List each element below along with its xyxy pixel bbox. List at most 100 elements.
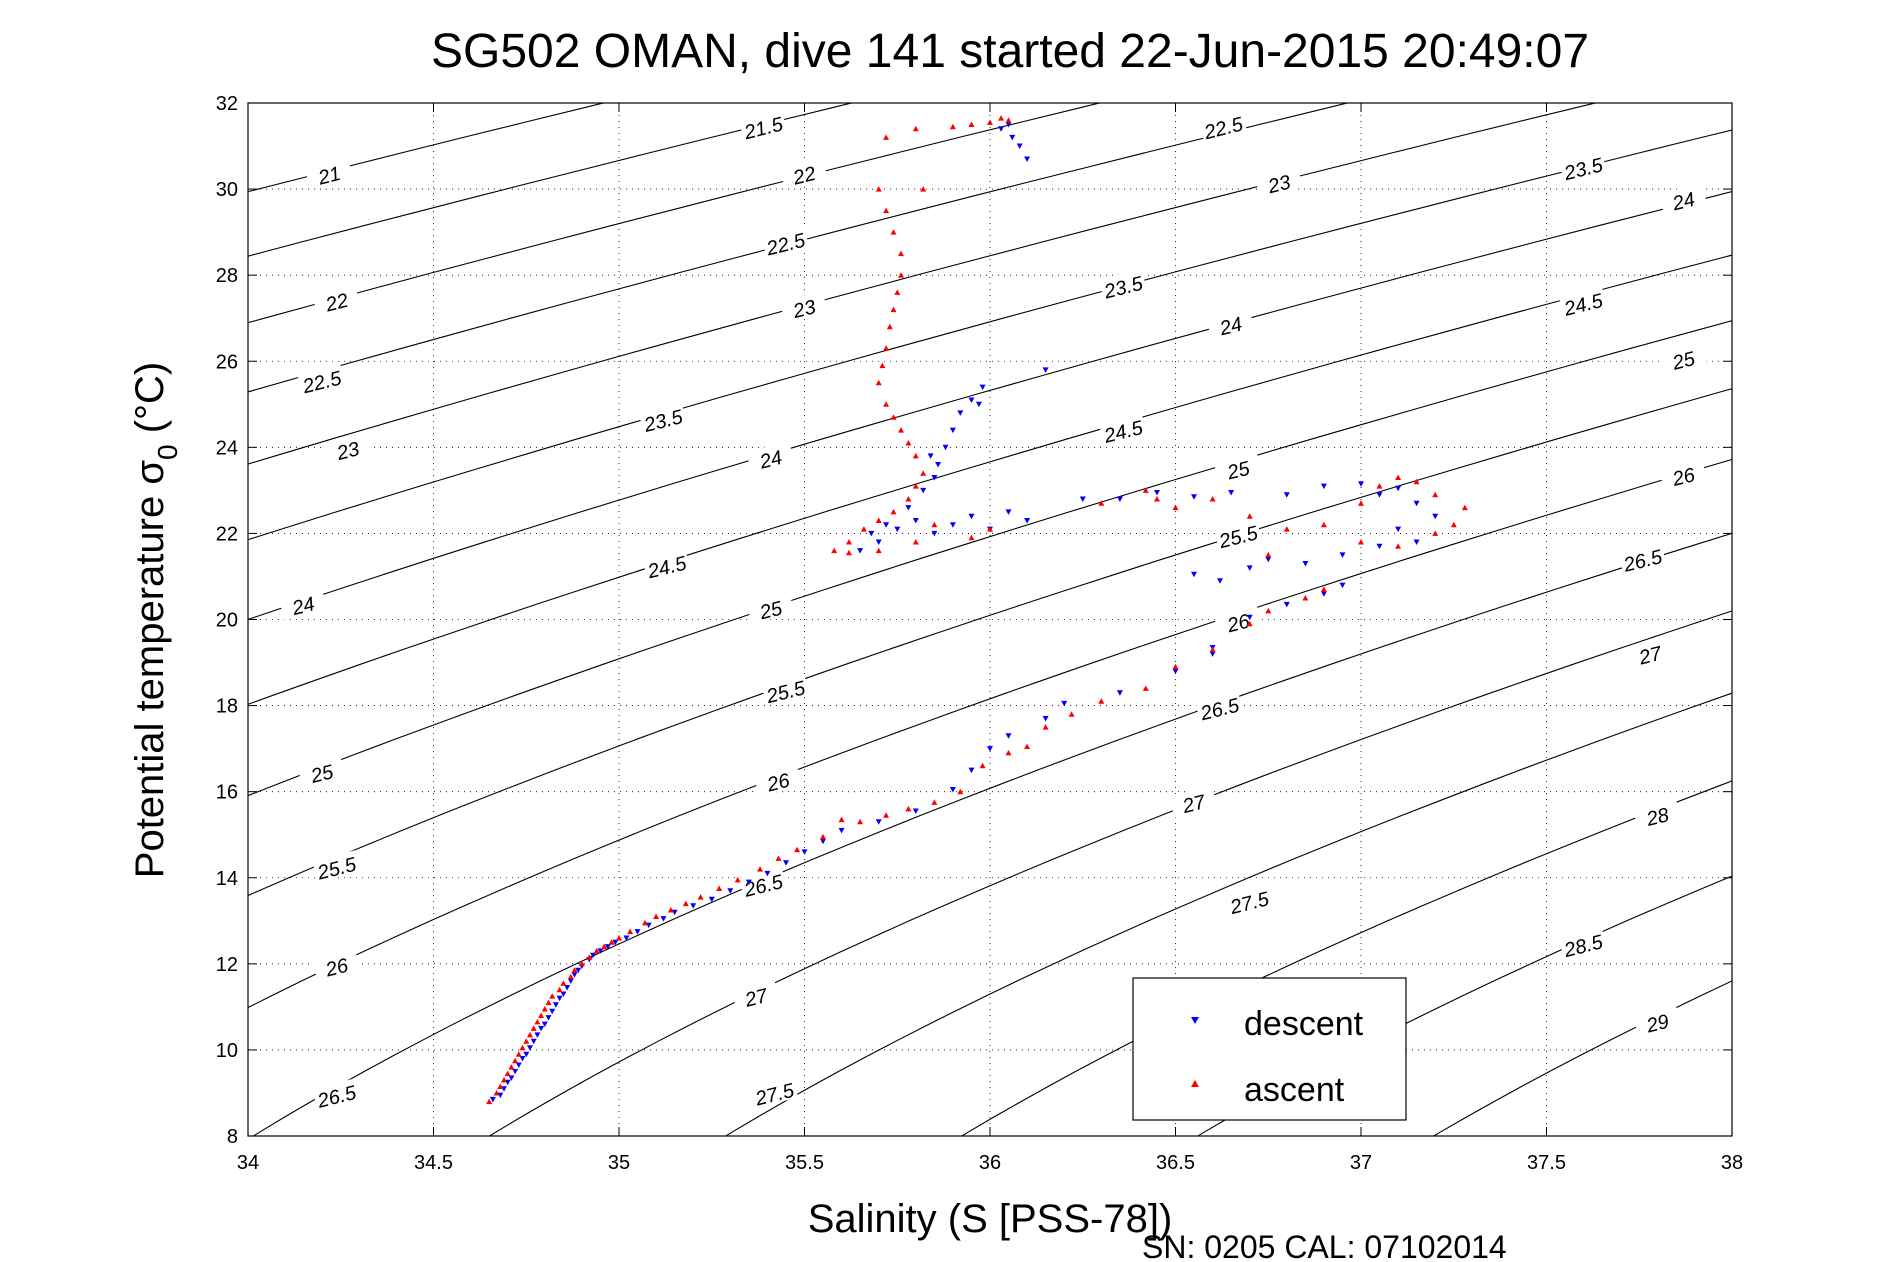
x-tick-label: 38 [1721,1152,1743,1174]
ascent-point [1265,551,1272,558]
descent-point [912,518,919,524]
contour-label: 27 [1169,785,1218,818]
ascent-point [820,833,826,840]
ascent-point [627,928,634,935]
contour-label-background [312,1078,361,1111]
descent-point [1079,496,1086,502]
descent-point [1376,543,1383,550]
contour-label-background [746,591,795,624]
density-contour-line [248,320,1732,797]
ascent-point [987,526,993,532]
y-tick-label: 30 [216,179,238,201]
ascent-point [890,414,897,420]
ascent-point [875,186,882,192]
descent-point [564,985,571,991]
contour-label-background [1633,798,1682,831]
ascent-point [560,980,567,986]
contour-label: 28 [1633,798,1682,831]
descent-point [1283,492,1290,498]
ascent-point [642,919,648,926]
descent-point [1302,561,1309,567]
descent-point [1154,490,1160,496]
contour-label-background [1195,690,1244,723]
density-contour-line [248,254,1732,705]
contour-label-text: 24 [757,447,785,474]
ascent-point [1005,749,1012,756]
ascent-point [1098,698,1105,704]
descent-point [634,929,641,935]
ascent-point [1320,586,1327,592]
ascent-point [898,272,904,278]
ascent-point [534,1018,541,1025]
descent-point [1191,571,1197,578]
descent-point [801,849,808,855]
contour-label-background [1659,342,1708,375]
descent-point [604,944,611,950]
contour-label-background [642,548,691,581]
ascent-point [898,250,904,257]
y-tick-label: 10 [216,1040,238,1062]
ascent-point [1358,539,1364,545]
ascent-point [1432,491,1439,498]
descent-point [968,397,975,403]
contour-label-background [1625,637,1674,670]
descent-point [1339,552,1346,558]
contour-label: 27 [1625,637,1674,670]
descent-point [1432,513,1439,520]
descent-point [560,991,567,997]
ascent-point [979,762,986,769]
contour-label: 27 [731,979,780,1012]
contour-label-background [1558,927,1607,960]
descent-point [820,838,826,845]
ascent-point [1320,521,1327,528]
ascent-point [875,379,882,386]
contour-label-background [1098,269,1147,302]
contour-label: 25 [1659,342,1708,375]
ascent-point [883,401,890,407]
contour-label: 22 [312,284,361,317]
ascent-point [905,496,912,502]
descent-point [1042,367,1049,373]
ascent-point [998,115,1005,121]
descent-point [708,896,715,903]
ascent-point [775,855,782,861]
ascent-point [549,993,556,999]
ascent-point [949,123,956,130]
descent-point [1413,539,1420,545]
contour-label: 22 [779,157,828,190]
contour-label-background [638,402,687,435]
contour-label-text: 23 [790,296,818,323]
y-tick-label: 8 [227,1126,238,1148]
descent-point [541,1021,548,1028]
descent-point [1395,485,1402,492]
ascent-point [716,885,723,891]
descent-point [527,1045,533,1051]
ascent-point [653,913,660,919]
y-tick-label: 12 [216,954,238,976]
descent-point [1283,601,1290,608]
descent-point [497,1092,504,1099]
ascent-point [545,999,552,1006]
ascent-point [883,812,890,818]
descent-point [623,935,630,941]
ascent-point [1413,478,1420,485]
ascent-point [497,1083,504,1089]
contour-label-background [779,157,828,190]
density-contour-line [248,103,1102,324]
descent-point [957,410,964,416]
density-contour-line [248,103,1598,465]
density-contour-line [488,610,1732,1136]
ascent-point [1172,504,1179,511]
descent-point [783,860,789,866]
y-axis-label-main: Potential temperature σ [128,460,172,879]
contour-label: 26.5 [738,867,787,902]
ascent-point [1358,500,1364,506]
contour-label: 23 [779,290,828,323]
ascent-point [931,521,938,528]
contour-label: 21.5 [738,109,787,144]
contour-label-text: 24 [1217,313,1245,340]
contour-label-background [761,226,810,259]
ascent-point [1450,521,1457,528]
contour-label-background [1558,286,1607,319]
contour-label: 24 [278,587,327,620]
